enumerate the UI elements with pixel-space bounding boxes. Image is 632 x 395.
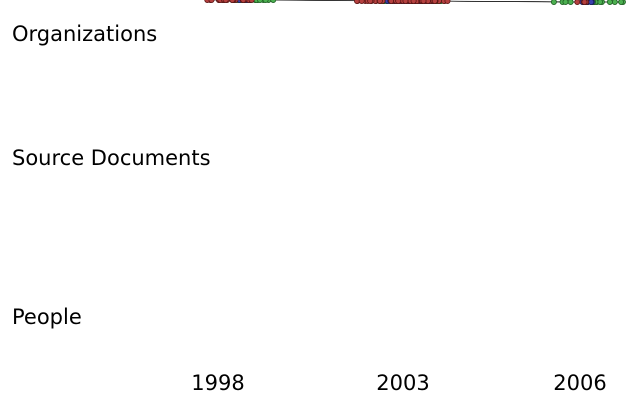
row-label-organizations: Organizations	[12, 22, 158, 46]
node-people	[410, 0, 417, 4]
node-people	[395, 0, 402, 4]
node-people	[581, 0, 588, 5]
node-people	[248, 0, 255, 3]
node-layer	[204, 0, 626, 5]
node-organizations	[257, 0, 263, 3]
node-people	[376, 0, 383, 4]
node-organizations	[550, 0, 557, 5]
node-organizations	[262, 0, 269, 3]
node-organizations	[611, 0, 618, 5]
node-organizations	[562, 0, 569, 5]
node-people	[358, 0, 365, 4]
year-label-1998: 1998	[191, 371, 245, 395]
node-organizations	[567, 0, 574, 5]
node-source-documents	[588, 0, 595, 5]
node-people	[240, 0, 247, 3]
row-label-people: People	[12, 305, 82, 329]
node-people	[367, 0, 374, 4]
node-people	[229, 0, 236, 3]
node-people	[402, 0, 409, 4]
node-people	[444, 0, 451, 4]
node-people	[420, 0, 427, 4]
node-organizations	[606, 0, 613, 5]
node-people	[388, 0, 395, 4]
row-label-source-documents: Source Documents	[12, 146, 211, 170]
node-people	[208, 0, 215, 3]
node-organizations	[270, 0, 277, 3]
node-people	[222, 0, 229, 3]
year-label-2006: 2006	[553, 371, 607, 395]
node-people	[574, 0, 581, 5]
node-people	[431, 0, 438, 4]
year-label-2003: 2003	[376, 371, 430, 395]
node-organizations	[618, 0, 625, 5]
